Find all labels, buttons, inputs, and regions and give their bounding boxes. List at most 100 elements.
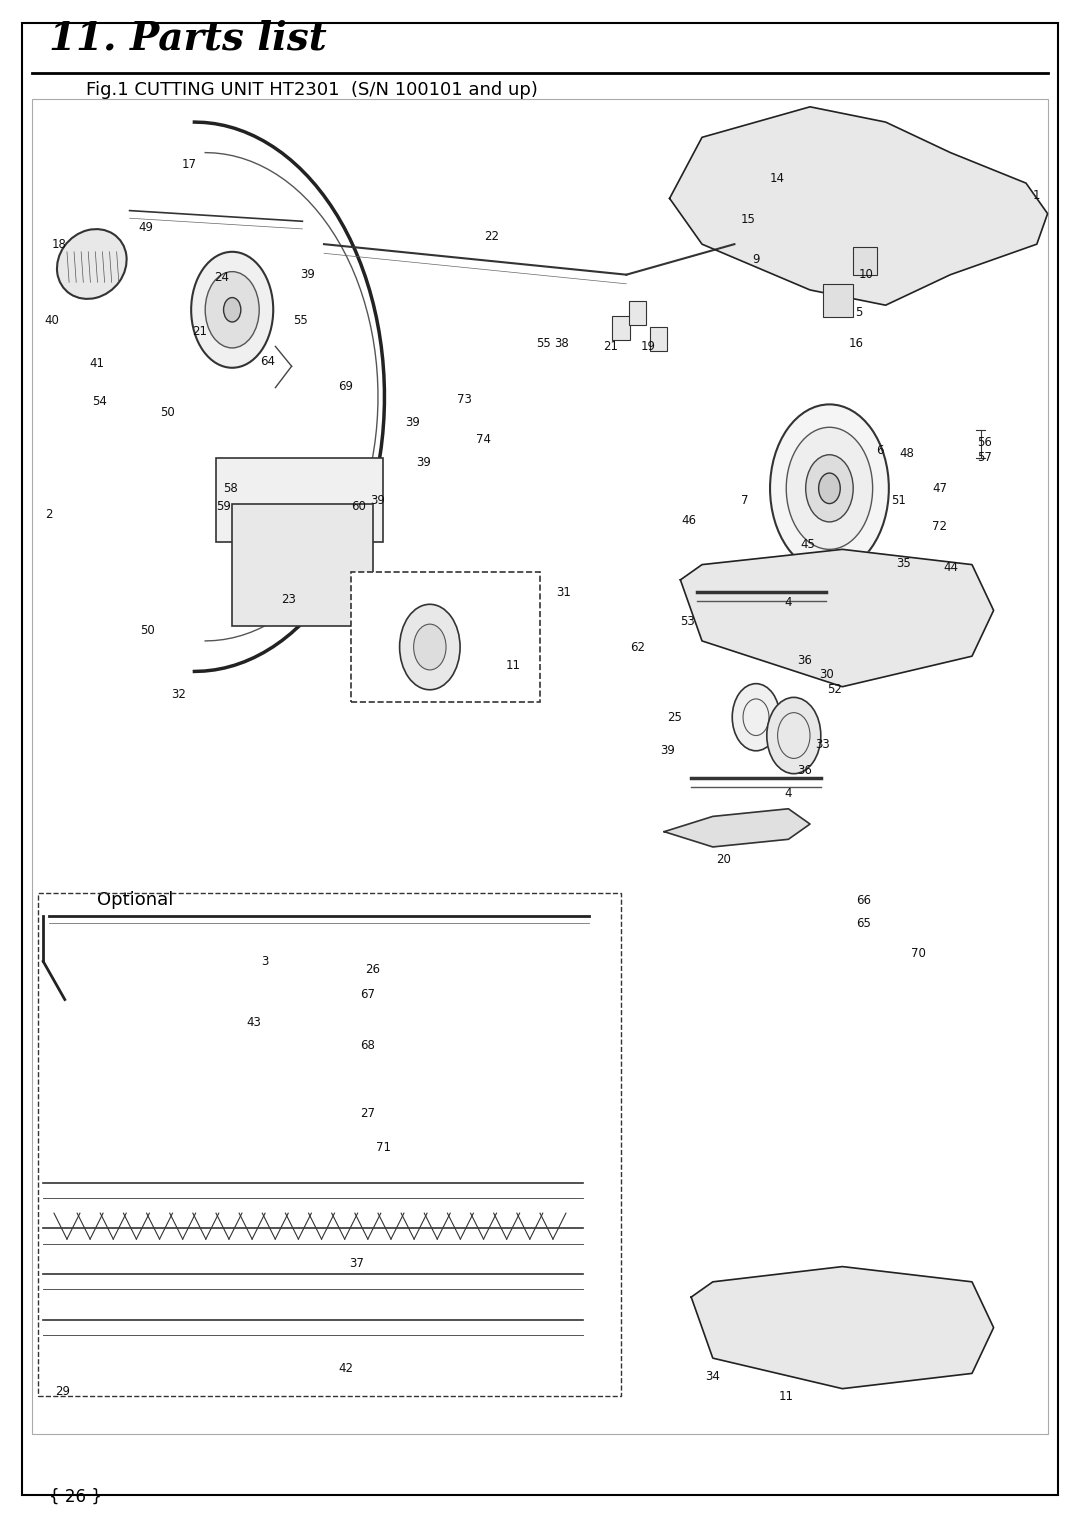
Text: 20: 20 [716,853,731,865]
Text: 27: 27 [360,1108,375,1120]
Text: Fig.1 CUTTING UNIT HT2301  (S/N 100101 and up): Fig.1 CUTTING UNIT HT2301 (S/N 100101 an… [86,81,538,99]
Text: 22: 22 [484,230,499,243]
Text: 46: 46 [681,514,697,526]
Text: 42: 42 [338,1363,353,1375]
Text: 41: 41 [90,357,105,369]
Text: 40: 40 [44,314,59,327]
Text: 64: 64 [260,356,275,368]
Text: { 26 }: { 26 } [49,1488,102,1506]
Bar [351,572,540,702]
Bar [32,99,1048,1434]
Text: 29: 29 [55,1386,70,1398]
Text: 68: 68 [360,1039,375,1051]
Text: 73: 73 [457,394,472,406]
Text: 50: 50 [140,624,156,636]
Text: 69: 69 [338,380,353,392]
Text: 71: 71 [376,1141,391,1154]
Text: 72: 72 [932,520,947,533]
Text: 53: 53 [680,615,696,627]
Circle shape [786,427,873,549]
Circle shape [806,455,853,522]
Text: 11: 11 [779,1390,794,1402]
Polygon shape [680,549,994,687]
Text: 58: 58 [222,482,238,494]
Ellipse shape [57,229,126,299]
Text: 31: 31 [556,586,571,598]
Text: 38: 38 [554,337,569,349]
Text: 11. Parts list: 11. Parts list [49,20,326,58]
Text: 39: 39 [660,745,675,757]
Text: 14: 14 [770,172,785,185]
Text: 25: 25 [667,711,683,723]
Text: 26: 26 [365,963,380,975]
Text: 21: 21 [192,325,207,337]
Text: 15: 15 [741,214,756,226]
Text: 43: 43 [246,1016,261,1029]
Polygon shape [670,107,1048,305]
Text: 62: 62 [630,641,645,653]
Text: 34: 34 [705,1370,720,1383]
Circle shape [400,604,460,690]
Text: 11: 11 [505,659,521,671]
Text: 47: 47 [932,482,947,494]
Text: 18: 18 [52,238,67,250]
Polygon shape [664,809,810,847]
Text: 39: 39 [300,269,315,281]
Text: 1: 1 [1034,189,1040,201]
Text: 4: 4 [785,597,792,609]
Text: 24: 24 [214,272,229,284]
Text: 45: 45 [800,539,815,551]
Bar [629,301,646,325]
Text: 9: 9 [753,253,759,266]
Text: 48: 48 [900,447,915,459]
Text: 10: 10 [859,269,874,281]
Text: 52: 52 [827,684,842,696]
Bar [650,327,667,351]
Text: 37: 37 [349,1257,364,1270]
Bar [612,316,630,340]
Text: 70: 70 [910,948,926,960]
Text: Optional: Optional [97,891,174,909]
Circle shape [205,272,259,348]
Circle shape [414,624,446,670]
Text: 65: 65 [856,917,872,929]
Text: 17: 17 [181,159,197,171]
Text: 19: 19 [640,340,656,353]
Text: 7: 7 [742,494,748,507]
Text: 16: 16 [849,337,864,349]
Text: 49: 49 [138,221,153,233]
Bar [216,458,383,542]
Circle shape [770,404,889,572]
Circle shape [191,252,273,368]
Text: 55: 55 [293,314,308,327]
Text: 35: 35 [896,557,912,569]
Bar [823,284,853,317]
Text: 39: 39 [370,494,386,507]
Text: 55: 55 [536,337,551,349]
Text: 56: 56 [977,436,993,449]
Polygon shape [691,1267,994,1389]
Bar [38,893,621,1396]
Text: 2: 2 [45,508,52,520]
Bar [853,247,877,275]
Text: 6: 6 [877,444,883,456]
Text: 74: 74 [476,433,491,446]
Text: 21: 21 [603,340,618,353]
Text: 39: 39 [416,456,431,468]
Text: 57: 57 [977,452,993,464]
Text: 32: 32 [171,688,186,700]
Text: 60: 60 [351,501,366,513]
Text: 3: 3 [261,955,268,967]
Text: 5: 5 [855,307,862,319]
Text: 36: 36 [797,765,812,777]
Text: 54: 54 [92,395,107,407]
Text: 44: 44 [943,562,958,574]
Text: 67: 67 [360,989,375,1001]
Text: 59: 59 [216,501,231,513]
Text: 50: 50 [160,406,175,418]
Text: 23: 23 [281,594,296,606]
Text: 33: 33 [815,739,831,751]
Text: 66: 66 [856,894,872,906]
Text: 51: 51 [891,494,906,507]
Circle shape [224,298,241,322]
